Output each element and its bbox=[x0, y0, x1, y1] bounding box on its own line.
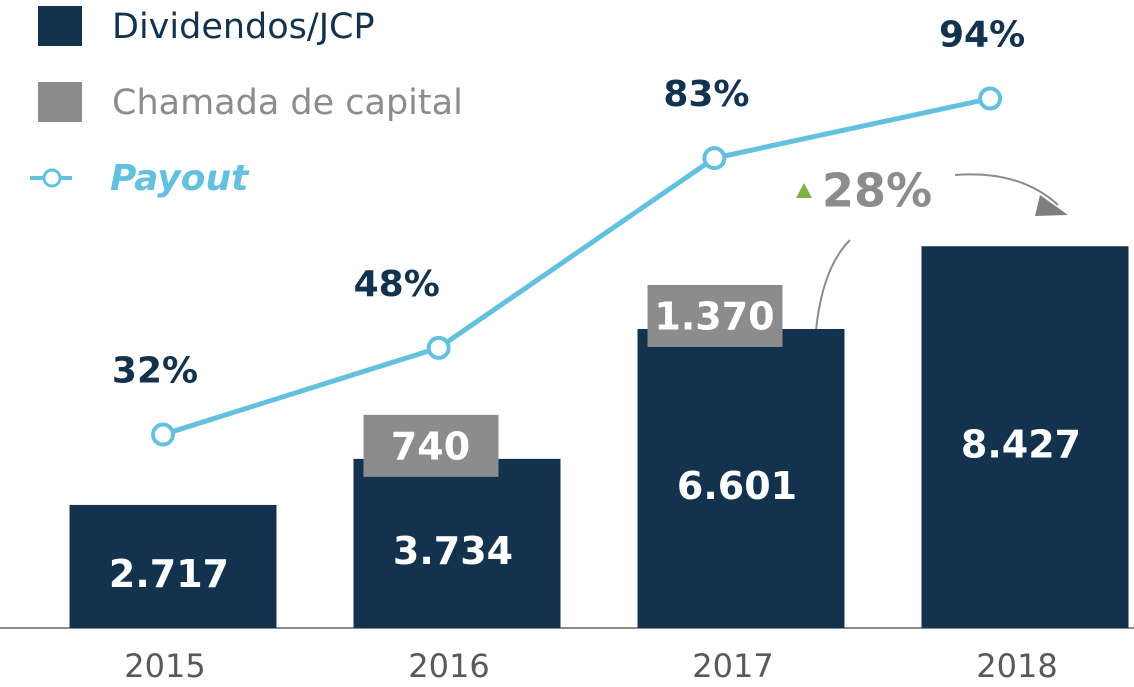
x-tick-label: 2016 bbox=[408, 647, 489, 685]
legend-swatch bbox=[38, 6, 82, 46]
x-tick-label: 2017 bbox=[692, 647, 773, 685]
legend-label: Chamada de capital bbox=[112, 83, 463, 123]
capital-call-label: 740 bbox=[391, 424, 470, 468]
capital-call-tag bbox=[647, 284, 783, 347]
bar bbox=[637, 328, 845, 628]
bar-value-label: 8.427 bbox=[961, 423, 1081, 467]
bar bbox=[353, 458, 561, 628]
legend-swatch bbox=[38, 82, 82, 122]
legend-label: Payout bbox=[110, 158, 250, 199]
annotation-leader bbox=[814, 239, 851, 343]
legend-label: Dividendos/JCP bbox=[112, 7, 375, 47]
bar-value-label: 3.734 bbox=[393, 529, 513, 573]
x-tick-label: 2018 bbox=[976, 647, 1057, 685]
legend-point bbox=[42, 168, 62, 188]
arrow-head bbox=[1035, 195, 1068, 216]
growth-arrow bbox=[954, 173, 1059, 206]
payout-point bbox=[978, 86, 1003, 111]
payout-label: 83% bbox=[663, 74, 749, 115]
payout-label: 32% bbox=[112, 351, 198, 392]
x-tick-label: 2015 bbox=[124, 647, 205, 685]
payout-label: 48% bbox=[354, 264, 440, 305]
payout-point bbox=[151, 422, 175, 447]
payout-label: 94% bbox=[939, 15, 1025, 56]
annotation: 28% bbox=[822, 164, 932, 218]
bar bbox=[69, 504, 277, 628]
bar-value-label: 6.601 bbox=[677, 464, 797, 508]
capital-call-label: 1.370 bbox=[654, 294, 774, 338]
bar-value-label: 2.717 bbox=[109, 552, 229, 596]
payout-point bbox=[426, 335, 451, 360]
bar bbox=[921, 246, 1129, 628]
up-triangle bbox=[796, 183, 812, 198]
payout-point bbox=[702, 146, 727, 171]
capital-call-tag bbox=[363, 414, 499, 477]
payout-line bbox=[162, 96, 991, 437]
